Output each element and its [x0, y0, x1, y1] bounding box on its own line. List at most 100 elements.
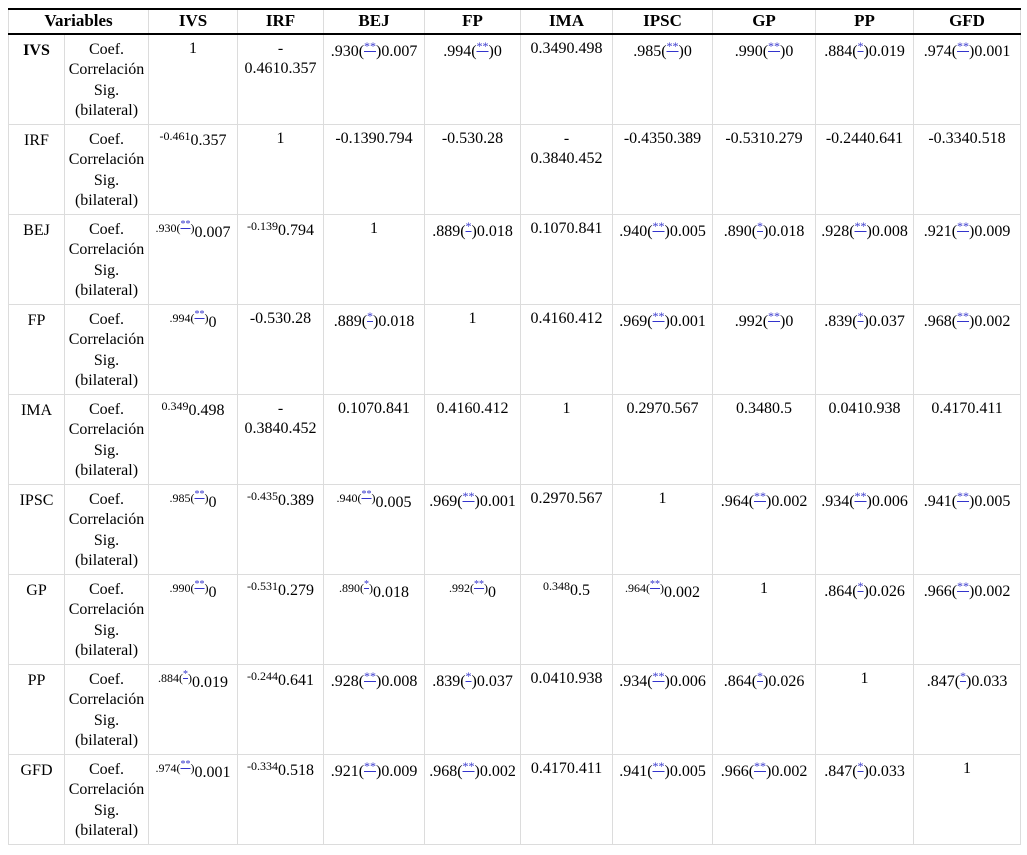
cell-text: .930( — [330, 43, 365, 60]
cell-text: )0.018 — [471, 222, 513, 240]
sig-asterisk-link[interactable]: ** — [462, 488, 475, 503]
cell-text: 0 — [208, 583, 217, 601]
cell-text: )0.006 — [664, 672, 706, 690]
cell-text: .864( — [824, 582, 858, 600]
sig-asterisk-link[interactable]: ** — [957, 488, 970, 503]
sig-asterisk-link[interactable]: * — [364, 578, 370, 590]
sig-asterisk-link[interactable]: ** — [652, 218, 665, 233]
cell-gp-fp: .992(**)0 — [424, 573, 522, 665]
header-col-ima: IMA — [520, 8, 614, 35]
cell-text: ) — [190, 760, 195, 775]
cell-bej-pp: .928(**)0.008 — [815, 213, 915, 305]
cell-ivs-gp: .990(**)0 — [712, 33, 817, 125]
cell-text: -0.530.28 — [441, 129, 504, 147]
sig-asterisk-link[interactable]: ** — [957, 218, 970, 233]
sig-asterisk-link[interactable]: * — [857, 578, 864, 593]
cell-text: .994( — [443, 43, 477, 60]
cell-ipsc-ipsc: 1 — [612, 483, 714, 575]
row-label-gfd: GFD — [8, 753, 65, 845]
cell-text: )0.001 — [474, 492, 516, 510]
cell-gfd-gp: .966(**)0.002 — [712, 753, 817, 845]
row-label-ivs: IVS — [8, 33, 65, 125]
sig-asterisk-link[interactable]: ** — [854, 488, 867, 503]
cell-text: -0.2440.641 — [825, 129, 904, 147]
cell-pp-ima: 0.0410.938 — [520, 663, 614, 755]
cell-text: ) — [369, 580, 374, 595]
sig-asterisk-link[interactable]: * — [960, 668, 967, 683]
cell-gp-pp: .864(*)0.026 — [815, 573, 915, 665]
sig-asterisk-link[interactable]: ** — [768, 308, 781, 323]
sig-asterisk-link[interactable]: ** — [754, 758, 767, 773]
cell-text: 0.518 — [278, 761, 315, 779]
cell-text: 0.4160.412 — [436, 399, 509, 417]
cell-text: .992( — [449, 580, 475, 595]
cell-text: .969( — [619, 312, 653, 330]
sig-asterisk-link[interactable]: ** — [957, 578, 970, 593]
measure-label: Coef. Correlación Sig. (bilateral) — [63, 663, 150, 755]
cell-text: .839( — [432, 672, 466, 690]
cell-irf-ima: - 0.3840.452 — [520, 123, 614, 215]
sig-asterisk-link[interactable]: ** — [194, 488, 205, 500]
sig-asterisk-link[interactable]: ** — [650, 578, 661, 590]
cell-pp-bej: .928(**)0.008 — [323, 663, 426, 755]
sig-asterisk-link[interactable]: ** — [180, 758, 191, 770]
sig-asterisk-link[interactable]: * — [857, 758, 864, 773]
cell-text: 0.357 — [190, 131, 227, 149]
sig-asterisk-link[interactable]: ** — [180, 218, 191, 230]
sig-asterisk-link[interactable]: ** — [364, 758, 377, 773]
sig-asterisk-link[interactable]: * — [465, 668, 472, 683]
cell-fp-bej: .889(*)0.018 — [323, 303, 426, 395]
sig-asterisk-link[interactable]: ** — [652, 668, 665, 683]
sig-asterisk-link[interactable]: ** — [474, 578, 485, 590]
cell-text: 0.2970.567 — [530, 489, 603, 507]
cell-text: .934( — [821, 492, 855, 510]
sig-asterisk-link[interactable]: * — [465, 218, 472, 233]
sig-asterisk-link[interactable]: * — [183, 668, 189, 680]
cell-gp-gp: 1 — [712, 573, 817, 665]
row-label-fp: FP — [8, 303, 65, 395]
sig-asterisk-link[interactable]: ** — [194, 308, 205, 320]
cell-ipsc-pp: .934(**)0.006 — [815, 483, 915, 575]
cell-irf-ivs: -0.4610.357 — [148, 123, 239, 215]
row-gfd: GFD Coef. Correlación Sig. (bilateral) .97… — [8, 753, 1022, 845]
sig-asterisk-link[interactable]: ** — [768, 39, 781, 53]
cell-text: 0.348 — [543, 578, 571, 593]
sig-asterisk-link[interactable]: ** — [666, 39, 679, 53]
cell-text: -0.3340.518 — [928, 129, 1006, 147]
row-ivs: IVS Coef. Correlación Sig. (bilateral) 1 - … — [8, 33, 1022, 125]
sig-asterisk-link[interactable]: * — [857, 308, 864, 323]
cell-gfd-ivs: .974(**)0.001 — [148, 753, 239, 845]
sig-asterisk-link[interactable]: * — [367, 308, 374, 323]
cell-gp-ipsc: .964(**)0.002 — [612, 573, 714, 665]
row-ima: IMA Coef. Correlación Sig. (bilateral) 0.3… — [8, 393, 1022, 485]
sig-asterisk-link[interactable]: ** — [361, 488, 372, 500]
cell-gp-ivs: .990(**)0 — [148, 573, 239, 665]
header-col-gfd: GFD — [913, 8, 1022, 35]
sig-asterisk-link[interactable]: ** — [957, 308, 970, 323]
sig-asterisk-link[interactable]: ** — [957, 39, 970, 53]
sig-asterisk-link[interactable]: ** — [854, 218, 867, 233]
sig-asterisk-link[interactable]: ** — [364, 39, 377, 53]
cell-text: ) — [204, 310, 209, 325]
cell-text: .921( — [923, 222, 958, 240]
sig-asterisk-link[interactable]: ** — [652, 758, 665, 773]
cell-bej-ipsc: .940(**)0.005 — [612, 213, 714, 305]
sig-asterisk-link[interactable]: * — [757, 218, 764, 233]
sig-asterisk-link[interactable]: ** — [364, 668, 377, 683]
cell-text: -0.435 — [247, 488, 279, 503]
cell-text: .930( — [155, 220, 181, 235]
sig-asterisk-link[interactable]: ** — [652, 308, 665, 323]
sig-asterisk-link[interactable]: ** — [754, 488, 767, 503]
cell-irf-gp: -0.5310.279 — [712, 123, 817, 215]
sig-asterisk-link[interactable]: ** — [194, 578, 205, 590]
cell-bej-fp: .889(*)0.018 — [424, 213, 522, 305]
sig-asterisk-link[interactable]: * — [757, 668, 764, 683]
cell-ivs-ima: 0.3490.498 — [520, 33, 614, 125]
cell-text: ) — [484, 580, 489, 595]
cell-bej-ima: 0.1070.841 — [520, 213, 614, 305]
sig-asterisk-link[interactable]: * — [857, 39, 864, 53]
cell-text: 0.005 — [375, 493, 412, 511]
sig-asterisk-link[interactable]: ** — [462, 758, 475, 773]
sig-asterisk-link[interactable]: ** — [476, 39, 489, 53]
cell-text: )0.009 — [376, 762, 418, 780]
